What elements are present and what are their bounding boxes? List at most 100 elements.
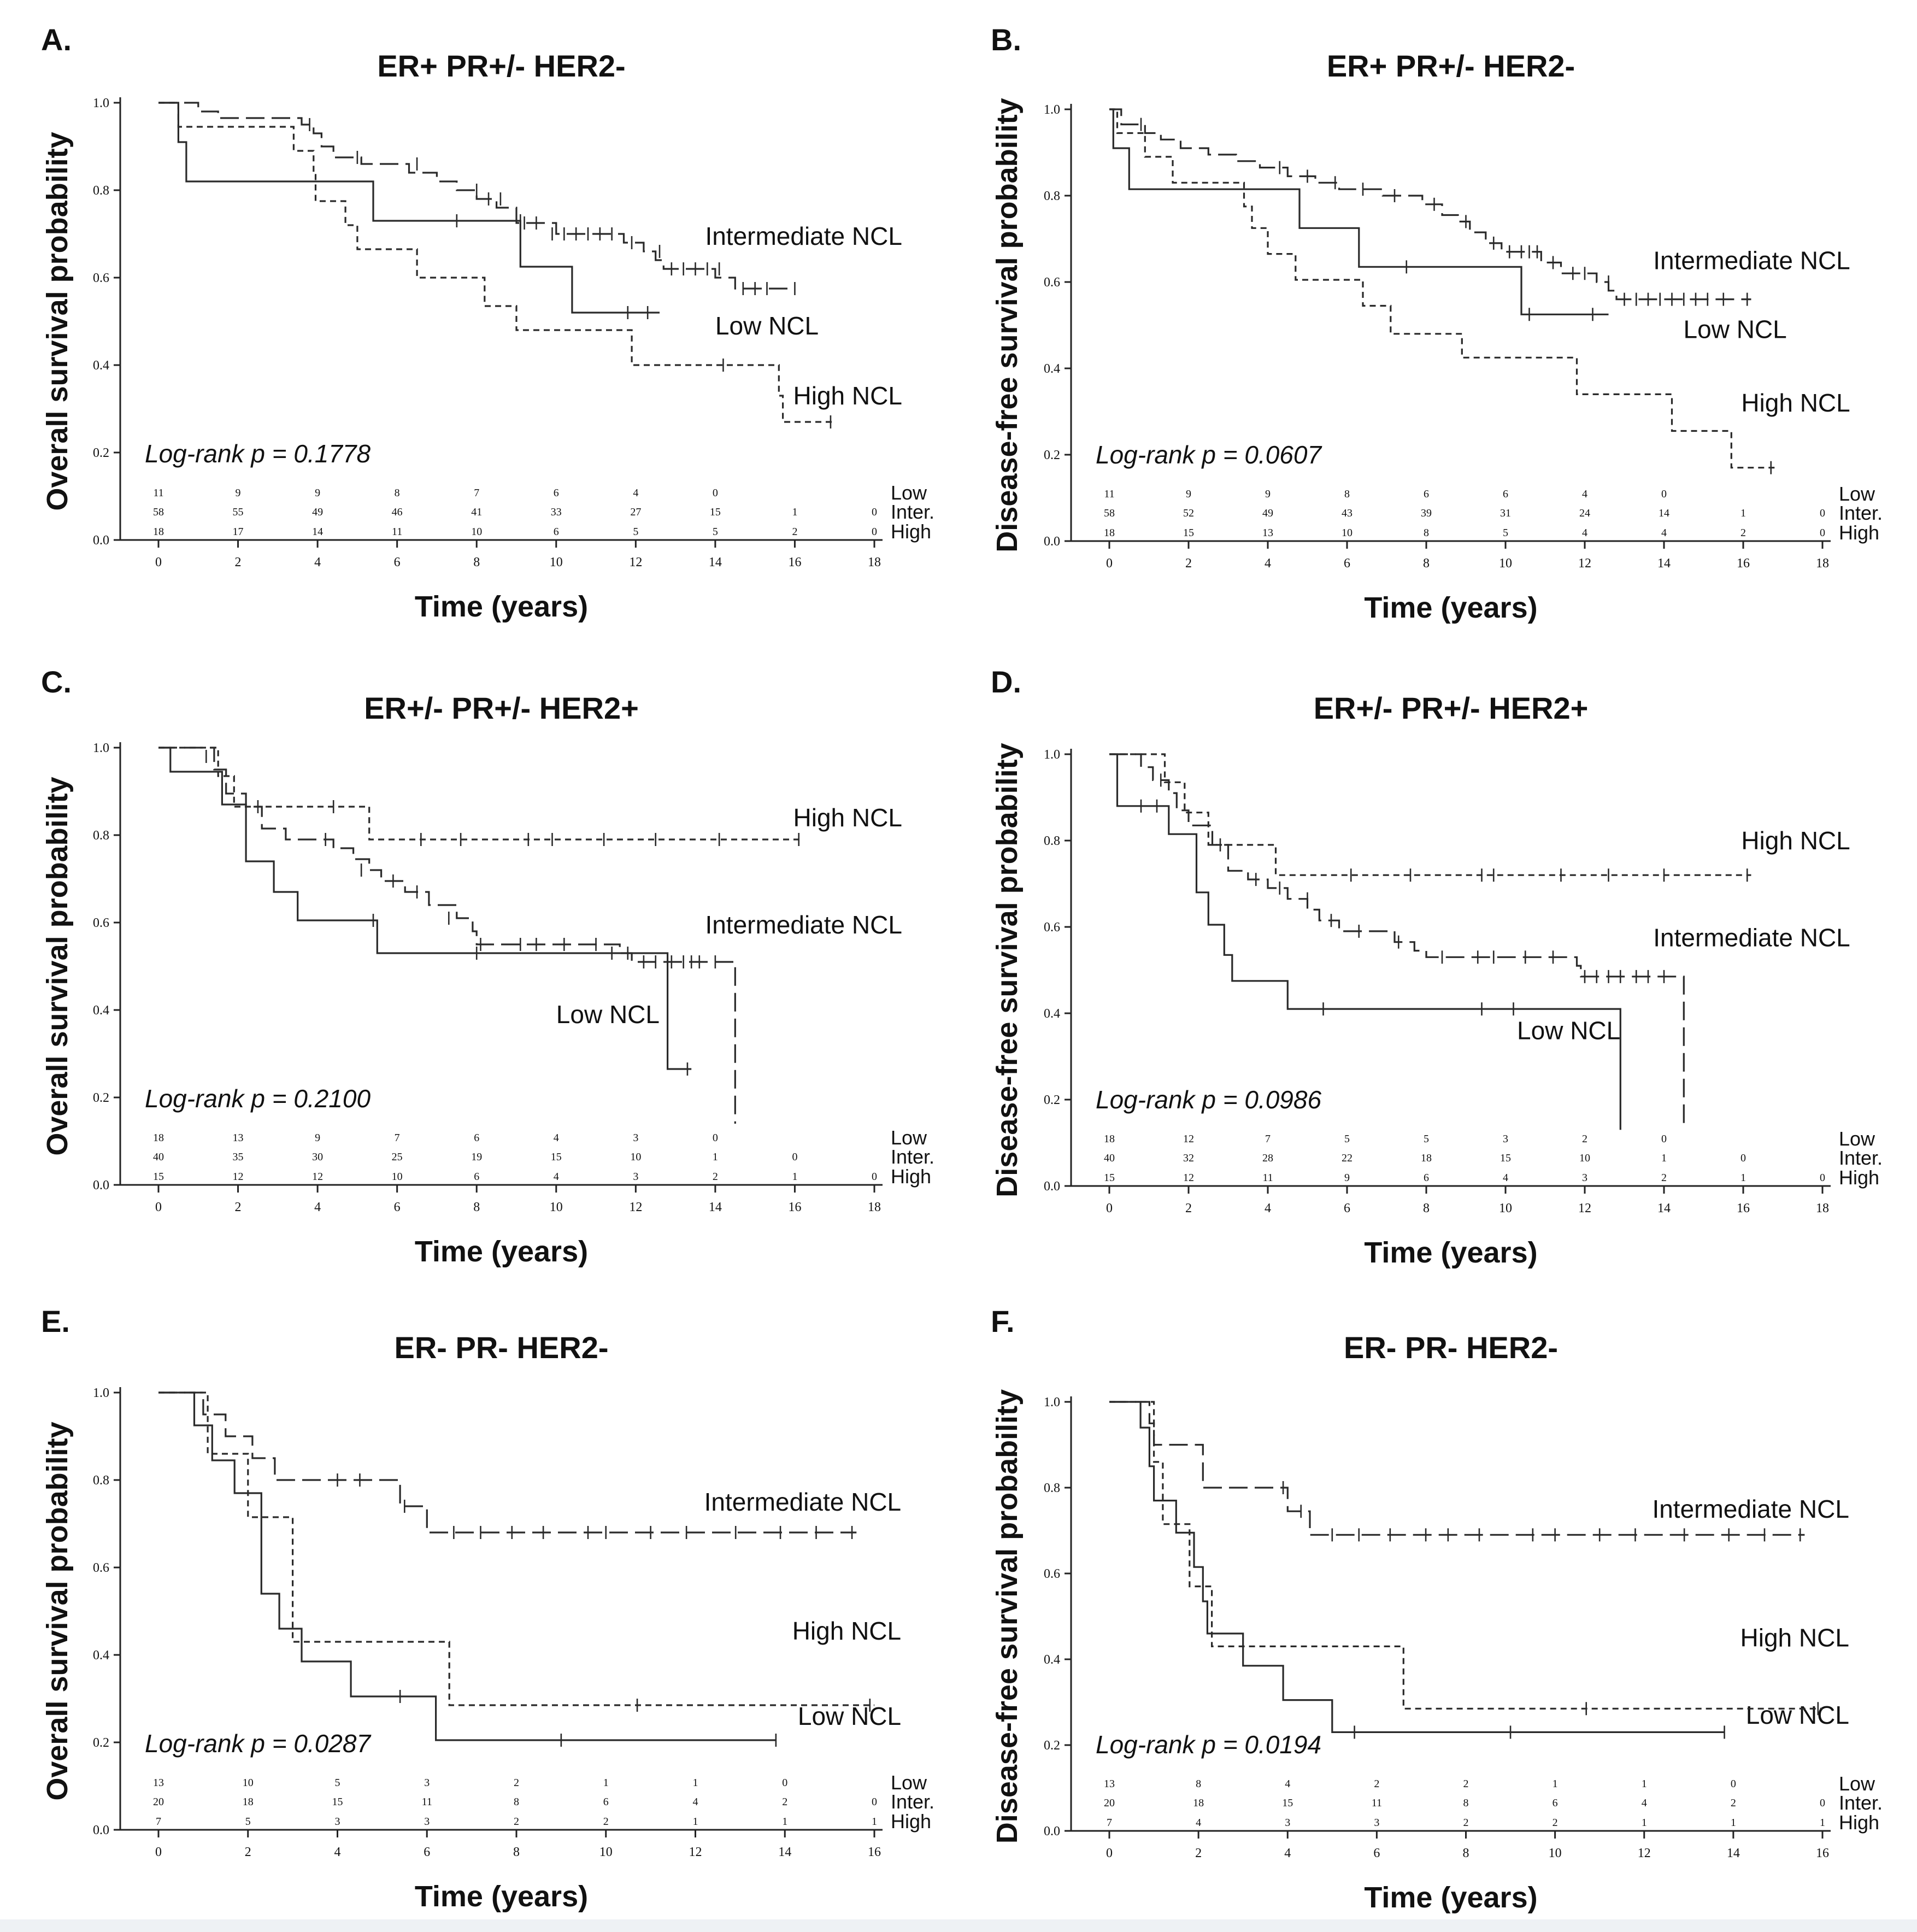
risk-count: 1 xyxy=(693,1777,698,1789)
risk-count: 7 xyxy=(156,1816,161,1828)
risk-count: 4 xyxy=(693,1796,698,1808)
risk-count: 0 xyxy=(792,1151,797,1163)
risk-count: 15 xyxy=(153,1171,164,1183)
risk-count: 2 xyxy=(1731,1797,1736,1809)
y-tick-label: 0.8 xyxy=(93,184,109,198)
risk-count: 18 xyxy=(1421,1152,1432,1164)
risk-row-label: High xyxy=(1839,521,1879,544)
risk-count: 19 xyxy=(471,1151,482,1163)
x-tick-label: 2 xyxy=(235,555,242,569)
risk-count: 55 xyxy=(233,506,244,518)
x-tick-label: 16 xyxy=(1816,1846,1829,1860)
risk-count: 5 xyxy=(1503,527,1508,539)
survival-curve-low xyxy=(1109,753,1621,1130)
risk-count: 13 xyxy=(233,1132,244,1144)
y-tick-label: 0.8 xyxy=(1044,189,1060,203)
risk-count: 5 xyxy=(1424,1133,1429,1145)
risk-count: 13 xyxy=(1262,527,1273,539)
risk-count: 5 xyxy=(1344,1133,1350,1145)
risk-row-inter: 20 18 15 11 8 6 4 2 0 Inter. xyxy=(153,1790,934,1813)
logrank-pvalue: Log-rank p = 0.0287 xyxy=(145,1729,371,1758)
survival-curve-high xyxy=(1109,108,1775,469)
risk-count: 4 xyxy=(554,1171,559,1183)
x-tick-label: 10 xyxy=(1549,1846,1562,1860)
y-tick-label: 1.0 xyxy=(93,96,109,110)
risk-count: 1 xyxy=(1820,1817,1825,1829)
survival-curve-intermediate xyxy=(158,102,795,290)
risk-count: 1 xyxy=(872,1816,877,1828)
x-tick-label: 4 xyxy=(1284,1846,1291,1860)
risk-count: 4 xyxy=(1582,527,1587,539)
risk-row-label: Low xyxy=(891,1126,927,1149)
x-tick-label: 12 xyxy=(689,1845,702,1859)
risk-row-label: Inter. xyxy=(891,1790,934,1813)
y-tick-label: 0.4 xyxy=(1044,1007,1060,1021)
x-tick-label: 12 xyxy=(629,555,642,569)
risk-count: 11 xyxy=(153,487,163,499)
risk-count: 3 xyxy=(1582,1172,1587,1184)
curve-label-low: Low NCL xyxy=(1684,315,1787,344)
x-tick-label: 2 xyxy=(1195,1846,1202,1860)
risk-count: 1 xyxy=(1740,1172,1746,1184)
risk-count: 2 xyxy=(1463,1817,1469,1829)
panel-letter: F. xyxy=(991,1304,1015,1338)
risk-row-low: 18 12 7 5 5 3 2 0 Low xyxy=(1104,1128,1875,1150)
x-tick-label: 4 xyxy=(1265,1201,1271,1215)
series-intermediate: Intermediate NCL xyxy=(158,1391,901,1539)
curve-label-high: High NCL xyxy=(1741,826,1850,855)
risk-count: 9 xyxy=(1265,488,1271,500)
risk-count: 15 xyxy=(710,506,721,518)
y-tick-label: 0.8 xyxy=(93,1473,109,1488)
risk-count: 8 xyxy=(1196,1778,1201,1790)
risk-count: 39 xyxy=(1421,507,1432,519)
risk-row-label: High xyxy=(1839,1166,1879,1189)
y-tick-label: 0.0 xyxy=(1044,535,1060,549)
risk-count: 18 xyxy=(1104,1133,1115,1145)
risk-count: 1 xyxy=(792,506,797,518)
risk-count: 14 xyxy=(312,526,323,538)
risk-row-low: 13 10 5 3 2 1 1 0 Low xyxy=(153,1771,927,1794)
risk-count: 40 xyxy=(1104,1152,1115,1164)
y-tick-label: 0.4 xyxy=(1044,362,1060,376)
logrank-pvalue: Log-rank p = 0.0194 xyxy=(1096,1730,1321,1759)
risk-count: 0 xyxy=(1661,1133,1667,1145)
risk-count: 1 xyxy=(1661,1152,1667,1164)
series-intermediate: Intermediate NCL xyxy=(1109,753,1850,1130)
chart-title: ER+/- PR+/- HER2+ xyxy=(1314,691,1589,725)
x-tick-label: 14 xyxy=(709,1200,722,1214)
risk-count: 9 xyxy=(1186,488,1191,500)
x-tick-label: 14 xyxy=(1657,556,1671,571)
risk-count: 15 xyxy=(332,1796,343,1808)
risk-count: 7 xyxy=(395,1132,400,1144)
x-tick-label: 18 xyxy=(868,1200,881,1214)
risk-count: 27 xyxy=(630,506,641,518)
survival-curve-high xyxy=(158,747,803,841)
risk-row-high: 15 12 11 9 6 4 3 2 1 0 High xyxy=(1104,1166,1879,1189)
risk-count: 2 xyxy=(1374,1778,1379,1790)
x-tick-label: 2 xyxy=(235,1200,242,1214)
series-low: Low NCL xyxy=(158,1391,901,1747)
survival-curve-intermediate xyxy=(1109,108,1751,301)
risk-count: 2 xyxy=(1661,1172,1667,1184)
risk-count: 7 xyxy=(1265,1133,1271,1145)
series-low: Low NCL xyxy=(158,747,692,1076)
series-low: Low NCL xyxy=(1109,108,1787,344)
risk-count: 3 xyxy=(1503,1133,1508,1145)
y-tick-label: 0.2 xyxy=(93,446,109,460)
x-tick-label: 16 xyxy=(1737,556,1750,571)
series-low: Low NCL xyxy=(158,102,819,340)
curve-label-intermediate: Intermediate NCL xyxy=(1653,924,1850,952)
curve-label-low: Low NCL xyxy=(1746,1701,1849,1729)
y-tick-label: 0.6 xyxy=(1044,275,1060,290)
y-axis-label: Disease-free survival probability xyxy=(991,98,1024,552)
x-tick-label: 4 xyxy=(334,1845,341,1859)
x-tick-label: 4 xyxy=(314,1200,321,1214)
risk-count: 2 xyxy=(514,1777,519,1789)
risk-count: 18 xyxy=(1193,1797,1204,1809)
risk-row-high: 7 5 3 3 2 2 1 1 1 High xyxy=(156,1810,931,1833)
survival-curve-high xyxy=(158,1391,874,1706)
risk-count: 3 xyxy=(633,1132,638,1144)
curve-label-high: High NCL xyxy=(1740,1623,1849,1652)
survival-curve-high xyxy=(1109,1401,1822,1710)
risk-count: 5 xyxy=(245,1816,251,1828)
